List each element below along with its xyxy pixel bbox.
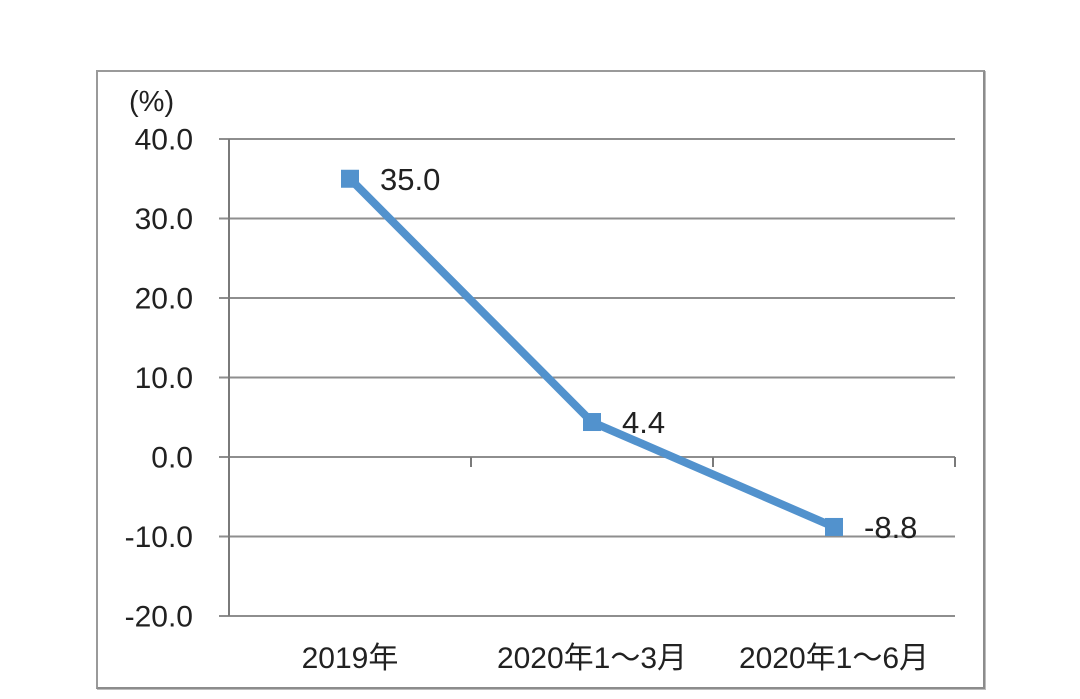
y-axis-unit-label: (%) <box>129 86 175 118</box>
data-point-marker <box>583 413 601 432</box>
y-axis-tick-label: -20.0 <box>125 601 193 634</box>
y-axis-tick-label: 0.0 <box>151 442 193 475</box>
chart-frame <box>96 70 985 689</box>
series-line <box>346 174 838 531</box>
data-label: 35.0 <box>380 162 440 197</box>
data-label: -8.8 <box>864 510 917 545</box>
y-axis-tick-label: 20.0 <box>135 283 193 316</box>
data-point-marker <box>825 517 843 536</box>
y-axis-tick-label: -10.0 <box>125 521 193 554</box>
data-point-marker <box>341 169 359 188</box>
y-axis-tick-label: 10.0 <box>135 362 193 395</box>
x-axis-category-label: 2019年 <box>302 642 399 675</box>
y-axis-tick-label: 40.0 <box>135 124 193 157</box>
data-label: 4.4 <box>622 405 665 440</box>
x-axis-category-label: 2020年1～3月 <box>497 642 687 675</box>
y-axis-tick-label: 30.0 <box>135 203 193 236</box>
x-axis-category-label: 2020年1～6月 <box>739 642 929 675</box>
